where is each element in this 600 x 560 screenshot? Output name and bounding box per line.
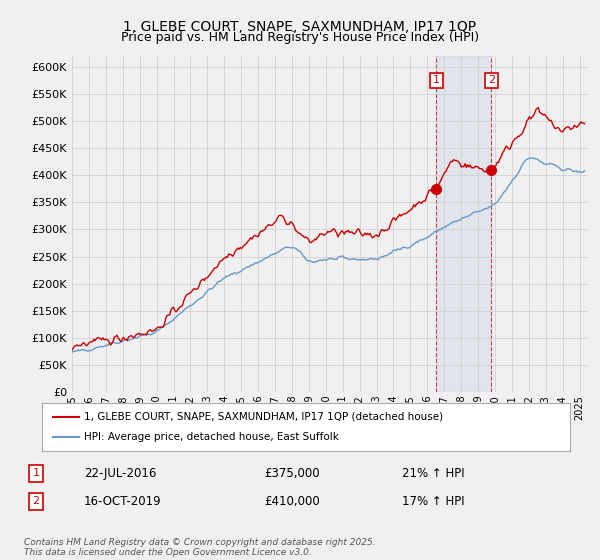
Text: 1: 1 (433, 76, 440, 85)
Bar (436, 56, 491, 392)
Text: £410,000: £410,000 (264, 494, 320, 508)
Text: Contains HM Land Registry data © Crown copyright and database right 2025.
This d: Contains HM Land Registry data © Crown c… (24, 538, 376, 557)
Text: £375,000: £375,000 (264, 466, 320, 480)
Text: 1, GLEBE COURT, SNAPE, SAXMUNDHAM, IP17 1QP: 1, GLEBE COURT, SNAPE, SAXMUNDHAM, IP17 … (124, 20, 476, 34)
Text: 2: 2 (488, 76, 495, 85)
Text: 16-OCT-2019: 16-OCT-2019 (84, 494, 161, 508)
Text: Price paid vs. HM Land Registry's House Price Index (HPI): Price paid vs. HM Land Registry's House … (121, 31, 479, 44)
Text: 22-JUL-2016: 22-JUL-2016 (84, 466, 157, 480)
Text: 17% ↑ HPI: 17% ↑ HPI (402, 494, 464, 508)
Text: 1, GLEBE COURT, SNAPE, SAXMUNDHAM, IP17 1QP (detached house): 1, GLEBE COURT, SNAPE, SAXMUNDHAM, IP17 … (84, 412, 443, 422)
Text: HPI: Average price, detached house, East Suffolk: HPI: Average price, detached house, East… (84, 432, 339, 442)
Text: 21% ↑ HPI: 21% ↑ HPI (402, 466, 464, 480)
Text: 1: 1 (32, 468, 40, 478)
Text: 2: 2 (32, 496, 40, 506)
